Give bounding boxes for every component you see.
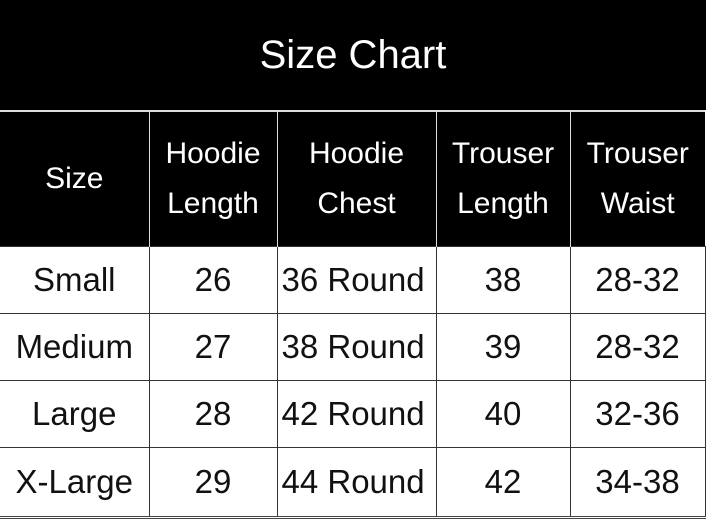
hoodie-length-cell: 29 <box>148 447 278 519</box>
table-row: X-Large 29 44 Round 42 34-38 <box>0 447 706 519</box>
table-row: Small 26 36 Round 38 28-32 <box>0 246 706 314</box>
hoodie-length-cell: 27 <box>148 313 278 381</box>
trouser-waist-cell: 34-38 <box>569 447 706 519</box>
trouser-length-cell: 40 <box>435 380 571 448</box>
trouser-waist-cell: 28-32 <box>569 246 706 314</box>
trouser-length-cell: 42 <box>435 447 571 519</box>
size-cell: Large <box>0 380 150 448</box>
table-row: Large 28 42 Round 40 32-36 <box>0 380 706 448</box>
hoodie-chest-cell: 42 Round <box>276 380 437 448</box>
size-cell: Small <box>0 246 150 314</box>
hoodie-chest-cell: 38 Round <box>276 313 437 381</box>
table-row: Medium 27 38 Round 39 28-32 <box>0 313 706 381</box>
trouser-length-cell: 38 <box>435 246 571 314</box>
hoodie-length-cell: 28 <box>148 380 278 448</box>
header-hoodie-length: Hoodie Length <box>148 110 277 247</box>
size-table: Size Hoodie Length Hoodie Chest Trouser Len… <box>0 110 706 519</box>
hoodie-chest-cell: 44 Round <box>276 447 437 519</box>
chart-title: Size Chart <box>0 0 706 110</box>
header-size: Size <box>0 110 149 247</box>
hoodie-chest-cell: 36 Round <box>276 246 437 314</box>
header-row: Size Hoodie Length Hoodie Chest Trouser Len… <box>0 110 705 247</box>
hoodie-length-cell: 26 <box>148 246 278 314</box>
size-cell: Medium <box>0 313 150 381</box>
header-trouser-waist: Trouser Waist <box>569 110 705 247</box>
header-hoodie-chest: Hoodie Chest <box>276 110 436 247</box>
trouser-length-cell: 39 <box>435 313 571 381</box>
trouser-waist-cell: 28-32 <box>569 313 706 381</box>
header-trouser-length: Trouser Length <box>435 110 570 247</box>
trouser-waist-cell: 32-36 <box>569 380 706 448</box>
size-cell: X-Large <box>0 447 150 519</box>
